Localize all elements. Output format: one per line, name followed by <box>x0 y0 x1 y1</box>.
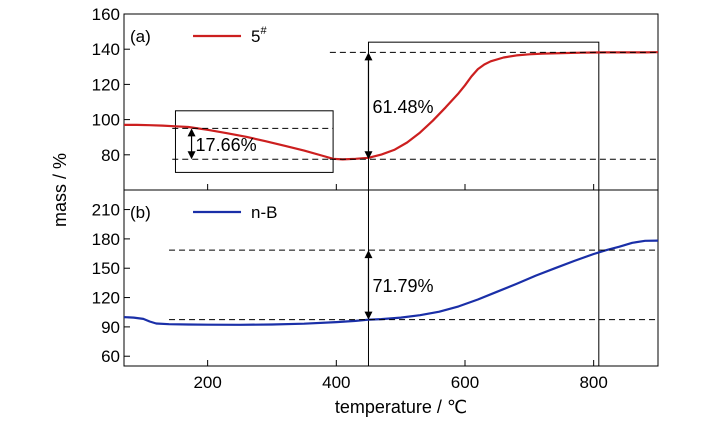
change-annotation: 71.79% <box>372 276 433 296</box>
y-tick-label: 150 <box>92 259 120 278</box>
change-annotation: 61.48% <box>372 97 433 117</box>
y-tick-label: 120 <box>92 289 120 308</box>
x-tick-label: 600 <box>451 373 479 392</box>
x-axis-title: temperature / ℃ <box>335 397 467 417</box>
y-tick-label: 140 <box>92 40 120 59</box>
arrow-head-up <box>364 250 373 259</box>
legend-entry: n-B <box>251 203 277 222</box>
y-tick-label: 60 <box>101 347 120 366</box>
y-tick-label: 90 <box>101 318 120 337</box>
x-tick-label: 400 <box>322 373 350 392</box>
legend-entry: 5# <box>251 25 267 46</box>
arrow-head-up <box>187 128 196 137</box>
x-tick-label: 200 <box>193 373 221 392</box>
y-tick-label: 100 <box>92 111 120 130</box>
arrow-head-down <box>187 151 196 160</box>
arrow-head-down <box>364 151 373 160</box>
panel-a: 80 100 120 140 160 5# (a) 17.66% 61.48% <box>92 5 659 191</box>
y-tick-label: 180 <box>92 230 120 249</box>
change-annotation: 17.66% <box>196 135 257 155</box>
panel-label: (b) <box>130 203 151 222</box>
panel-b: 60 90 120 150 180 210 n-B (b) 71.79% <box>92 189 659 367</box>
y-tick-label: 160 <box>92 5 120 24</box>
highlight-box <box>174 110 334 173</box>
y-tick-label: 210 <box>92 201 120 220</box>
y-tick-label: 80 <box>101 146 120 165</box>
x-tick-label: 800 <box>579 373 607 392</box>
y-tick-label: 120 <box>92 75 120 94</box>
y-axis-title: mass / % <box>50 153 70 227</box>
panel-label: (a) <box>130 27 151 46</box>
series-line-a <box>124 51 659 161</box>
series-line-b <box>123 239 659 326</box>
arrow-head-down <box>364 311 373 320</box>
arrow-head-up <box>364 52 373 61</box>
